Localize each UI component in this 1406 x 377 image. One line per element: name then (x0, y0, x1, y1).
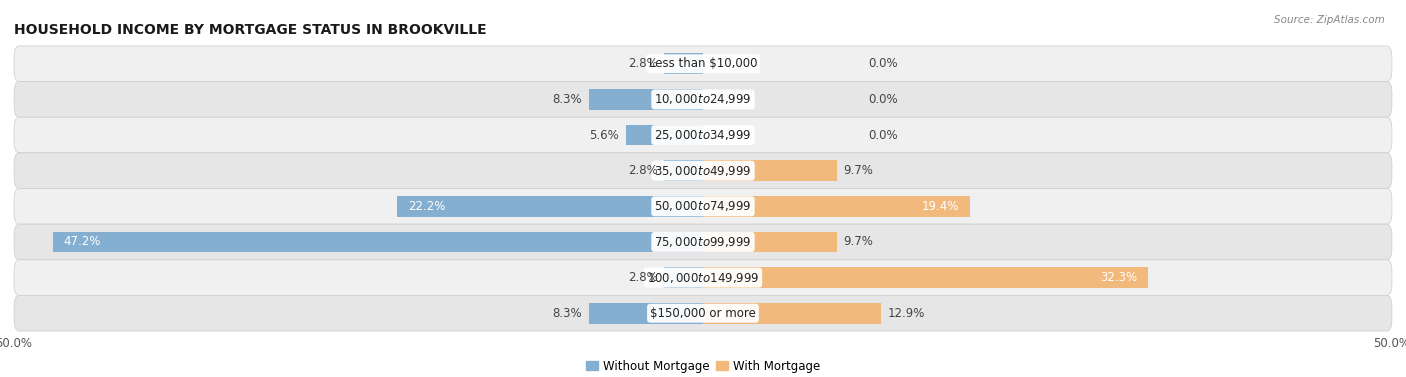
Text: $100,000 to $149,999: $100,000 to $149,999 (647, 271, 759, 285)
FancyBboxPatch shape (14, 46, 1392, 81)
Bar (703, 267, 1149, 288)
Bar (703, 196, 970, 217)
Text: 32.3%: 32.3% (1099, 271, 1137, 284)
Text: Source: ZipAtlas.com: Source: ZipAtlas.com (1274, 15, 1385, 25)
FancyBboxPatch shape (14, 188, 1392, 224)
Text: 22.2%: 22.2% (408, 200, 446, 213)
FancyBboxPatch shape (14, 117, 1392, 153)
Bar (703, 303, 880, 323)
FancyBboxPatch shape (14, 296, 1392, 331)
Text: Less than $10,000: Less than $10,000 (648, 57, 758, 70)
FancyBboxPatch shape (14, 224, 1392, 260)
Text: 5.6%: 5.6% (589, 129, 619, 141)
Legend: Without Mortgage, With Mortgage: Without Mortgage, With Mortgage (581, 355, 825, 377)
Text: $150,000 or more: $150,000 or more (650, 307, 756, 320)
Text: HOUSEHOLD INCOME BY MORTGAGE STATUS IN BROOKVILLE: HOUSEHOLD INCOME BY MORTGAGE STATUS IN B… (14, 23, 486, 37)
Bar (703, 231, 837, 252)
Text: 0.0%: 0.0% (869, 129, 898, 141)
Bar (396, 196, 703, 217)
Text: $75,000 to $99,999: $75,000 to $99,999 (654, 235, 752, 249)
Bar (665, 267, 703, 288)
Text: 0.0%: 0.0% (869, 57, 898, 70)
Text: 9.7%: 9.7% (844, 236, 873, 248)
Text: 0.0%: 0.0% (869, 93, 898, 106)
Text: 8.3%: 8.3% (553, 307, 582, 320)
Text: 2.8%: 2.8% (628, 57, 658, 70)
Bar (665, 54, 703, 74)
Bar (589, 303, 703, 323)
Bar (703, 160, 837, 181)
Text: $50,000 to $74,999: $50,000 to $74,999 (654, 199, 752, 213)
Text: 2.8%: 2.8% (628, 164, 658, 177)
FancyBboxPatch shape (14, 260, 1392, 296)
Bar (52, 231, 703, 252)
Bar (589, 89, 703, 110)
Text: $25,000 to $34,999: $25,000 to $34,999 (654, 128, 752, 142)
Text: 2.8%: 2.8% (628, 271, 658, 284)
Text: 12.9%: 12.9% (887, 307, 925, 320)
Text: 9.7%: 9.7% (844, 164, 873, 177)
Text: 19.4%: 19.4% (922, 200, 959, 213)
Bar (626, 125, 703, 146)
Text: 8.3%: 8.3% (553, 93, 582, 106)
Text: 47.2%: 47.2% (63, 236, 101, 248)
FancyBboxPatch shape (14, 81, 1392, 117)
Text: $35,000 to $49,999: $35,000 to $49,999 (654, 164, 752, 178)
Bar (665, 160, 703, 181)
Text: $10,000 to $24,999: $10,000 to $24,999 (654, 92, 752, 106)
FancyBboxPatch shape (14, 153, 1392, 188)
